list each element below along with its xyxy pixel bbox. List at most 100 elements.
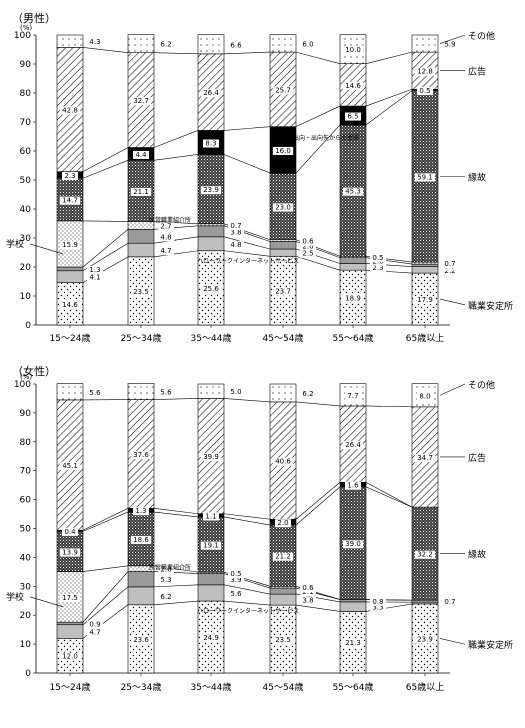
bar-segment [128, 383, 154, 399]
annot-other: その他 [468, 379, 495, 391]
x-tick-label: 65歳以上 [406, 332, 444, 344]
y-tick-label: 40 [20, 553, 32, 563]
data-label: 0.8 [372, 598, 383, 606]
data-label: 10.0 [345, 46, 361, 54]
data-label: 25.7 [275, 86, 291, 94]
data-label: 2.5 [302, 250, 313, 258]
y-tick-label: 100 [14, 31, 31, 41]
annot-hellowork-internet: ハローワークインターネットサービス [197, 607, 299, 615]
data-label: 39.0 [345, 540, 361, 548]
bar-segment [340, 258, 366, 264]
data-label: 25.6 [203, 285, 219, 293]
series-connector [83, 572, 128, 623]
chart-title: （男性） [12, 11, 56, 25]
bar-segment [340, 264, 366, 271]
series-connector [296, 605, 340, 611]
annot-advertisement: 広告 [468, 452, 486, 464]
data-label: 23.5 [275, 636, 291, 644]
data-label: 1.3 [135, 507, 146, 515]
data-label: 19.1 [203, 542, 219, 550]
y-tick-label: 10 [20, 292, 32, 302]
data-label: 6.5 [347, 112, 358, 120]
data-label: 23.6 [133, 636, 149, 644]
x-tick-label: 35～44歳 [191, 681, 232, 693]
data-label: 45.1 [62, 462, 78, 470]
data-label: 3.8 [302, 597, 313, 605]
series-connector [296, 487, 340, 525]
data-label: 1.1 [205, 512, 216, 520]
y-tick-label: 40 [20, 205, 32, 215]
data-label: 21.1 [133, 188, 149, 196]
y-tick-label: 50 [20, 525, 32, 535]
x-tick-label: 15～24歳 [50, 332, 91, 344]
data-label: 0.7 [444, 598, 455, 606]
bar-segment [198, 224, 224, 226]
y-tick-label: 90 [20, 409, 32, 419]
series-connector [366, 89, 412, 106]
data-label: 40.6 [275, 458, 291, 466]
x-tick-label: 55～64歳 [333, 332, 374, 344]
series-connector [154, 601, 198, 605]
series-connector [83, 148, 128, 172]
data-label: 17.5 [62, 594, 78, 602]
data-label: 24.9 [203, 634, 219, 642]
y-tick-label: 50 [20, 176, 32, 186]
annot-connection: 縁故 [468, 171, 486, 183]
annot-employment-office: 職業安定所 [468, 300, 513, 312]
bar-segment [128, 229, 154, 243]
y-tick-label: 10 [20, 640, 32, 650]
x-tick-label: 65歳以上 [406, 681, 444, 693]
data-label: 4.1 [89, 274, 100, 282]
chart-title: （女性） [12, 364, 56, 378]
series-connector [366, 91, 412, 125]
bar-segment [198, 35, 224, 54]
x-tick-label: 15～24歳 [50, 681, 91, 693]
data-label: 4.3 [89, 38, 100, 46]
data-label: 26.4 [203, 89, 219, 97]
bar-segment [412, 264, 438, 267]
data-label: 2.0 [277, 519, 288, 527]
data-label: 5.6 [160, 389, 172, 397]
data-label: 39.9 [203, 453, 219, 461]
series-connector [224, 52, 270, 54]
series-connector [154, 53, 198, 54]
bar-segment [270, 384, 296, 402]
data-label: 1.6 [347, 482, 359, 490]
bar-segment [128, 587, 154, 605]
data-label: 0.5 [419, 87, 430, 95]
y-unit-label: (%) [20, 373, 32, 381]
data-label: 12.0 [62, 653, 78, 661]
x-tick-label: 55～64歳 [333, 681, 374, 693]
data-label: 4.7 [160, 247, 171, 255]
data-label: 23.7 [275, 288, 291, 296]
bar-segment [270, 241, 296, 249]
bar-segment [57, 35, 83, 47]
data-label: 5.3 [160, 576, 171, 584]
data-label: 18.6 [133, 536, 149, 544]
series-connector [366, 406, 412, 407]
bar-segment [340, 602, 366, 612]
annot-private-agency: 民営職業紹介所 [149, 564, 191, 572]
series-connector [83, 229, 128, 267]
data-label: 23.0 [275, 203, 291, 211]
data-label: 18.9 [345, 295, 361, 303]
data-label: 26.4 [345, 441, 361, 449]
data-label: 32.7 [133, 97, 149, 105]
bar-segment [270, 35, 296, 52]
bar-segment [198, 585, 224, 601]
bar-segment [412, 35, 438, 52]
data-label: 14.6 [345, 82, 361, 90]
data-label: 0.6 [302, 238, 314, 246]
annot-private-agency: 民営職業紹介所 [149, 216, 191, 224]
bar-segment [412, 267, 438, 273]
data-label: 23.9 [203, 186, 219, 194]
bar-segment [340, 600, 366, 602]
data-label: 0.7 [444, 260, 455, 268]
series-connector [83, 512, 128, 531]
bar-segment [128, 35, 154, 53]
data-label: 12.8 [417, 68, 433, 76]
annot-connection: 縁故 [468, 549, 486, 561]
series-connector [296, 52, 340, 64]
x-tick-label: 45～54歳 [263, 332, 304, 344]
